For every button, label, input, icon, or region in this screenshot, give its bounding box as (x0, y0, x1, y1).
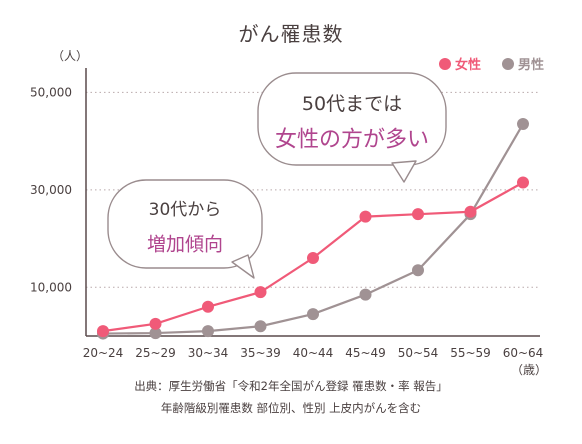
legend-marker (439, 58, 451, 70)
data-point-male (517, 118, 529, 131)
annotation-text: 増加傾向 (147, 233, 223, 255)
data-point-male (307, 308, 319, 321)
data-point-female (517, 176, 529, 189)
y-tick-label: 50,000 (30, 85, 72, 99)
legend-label: 男性 (518, 57, 544, 73)
y-tick-label: 10,000 (30, 280, 72, 294)
y-tick-label: 30,000 (30, 183, 72, 197)
x-tick-label: 40~44 (293, 346, 334, 360)
x-tick-label: 55~59 (450, 346, 491, 360)
data-point-female (307, 252, 319, 265)
x-tick-label: 35~39 (240, 346, 281, 360)
grid-lines (86, 91, 540, 288)
x-tick-label: 60~64 (503, 346, 544, 360)
data-point-female (254, 286, 267, 299)
data-point-female (97, 325, 109, 338)
data-point-female (464, 205, 477, 218)
x-axis-unit: （歳） (511, 363, 547, 377)
data-point-female (202, 300, 214, 313)
x-tick-label: 30~34 (188, 346, 229, 360)
axes (85, 68, 540, 337)
data-point-male (202, 325, 214, 338)
source-note-line2: 年齢階級別罹患数 部位別、性別 上皮内がんを含む (160, 401, 422, 415)
annotation-text: 女性の方が多い (275, 128, 429, 153)
series-lines (97, 118, 529, 340)
chart-title: がん罹患数 (238, 22, 344, 46)
x-tick-label: 50~54 (398, 346, 439, 360)
source-note-line1: 出典：厚生労働省「令和2年全国がん登録 罹患数・率 報告」 (134, 379, 448, 393)
legend-marker (502, 58, 514, 70)
tick-labels: 10,000 30,000 50,000 （人） 20~24 25~29 30~34 35~3… (30, 49, 547, 377)
annotation-text: 50代までは (302, 93, 402, 115)
bubble-body (107, 179, 263, 269)
x-tick-label: 45~49 (345, 346, 386, 360)
y-axis-label: （人） (52, 49, 88, 63)
data-point-male (254, 320, 267, 333)
annotation-text: 30代から (149, 200, 222, 220)
bubble-tail (391, 160, 417, 183)
legend: 女性 男性 (439, 57, 544, 73)
data-point-female (149, 317, 162, 330)
bubble-body (257, 72, 447, 166)
legend-label: 女性 (455, 57, 481, 73)
data-point-female (359, 210, 372, 223)
data-point-male (359, 288, 372, 301)
bubble-tail (231, 254, 255, 279)
data-point-male (149, 327, 162, 340)
x-tick-label: 20~24 (83, 346, 124, 360)
data-point-female (412, 208, 424, 221)
data-point-male (412, 264, 424, 277)
x-tick-label: 25~29 (135, 346, 176, 360)
